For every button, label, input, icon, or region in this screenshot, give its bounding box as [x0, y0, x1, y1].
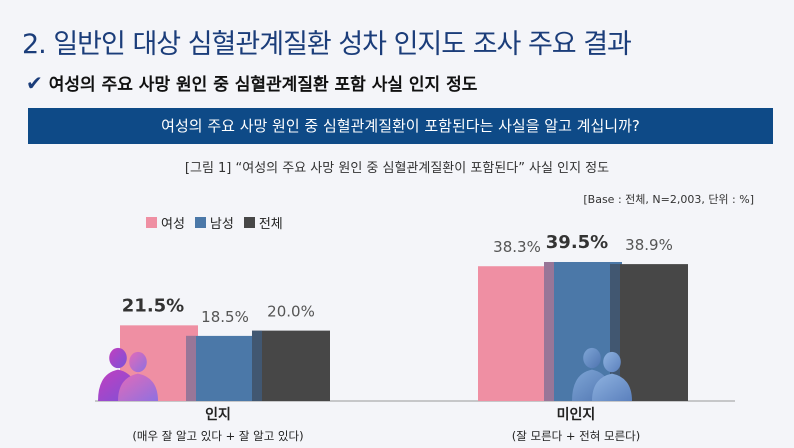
bar-1-2 [610, 264, 688, 401]
category-note-0: (매우 잘 알고 있다 + 잘 알고 있다) [132, 429, 303, 443]
bar-shadow-0-2 [252, 330, 262, 401]
bar-1-0 [478, 266, 556, 401]
legend-swatch-total [243, 217, 255, 228]
data-label-1-0: 38.3% [493, 238, 541, 256]
legend-item-female: 여성 [146, 213, 185, 232]
category-label-1: 미인지 [557, 406, 596, 423]
data-label-1-2: 38.9% [625, 236, 673, 254]
bar-0-2 [252, 330, 330, 401]
legend-swatch-male [194, 217, 206, 228]
data-label-0-2: 20.0% [267, 303, 315, 321]
question-banner: 여성의 주요 사망 원인 중 심혈관계질환이 포함된다는 사실을 알고 계십니까… [28, 108, 773, 144]
bar-shadow-0-1 [186, 335, 196, 401]
section-subtitle: ✔ 여성의 주요 사망 원인 중 심혈관계질환 포함 사실 인지 정도 [26, 70, 477, 95]
legend-item-total: 전체 [243, 213, 283, 232]
data-label-1-1: 39.5% [546, 232, 608, 253]
legend-item-male: 남성 [194, 213, 234, 232]
chart-title: [그림 1] “여성의 주요 사망 원인 중 심혈관계질환이 포함된다” 사실 … [184, 161, 610, 176]
legend-label-total: 전체 [258, 217, 283, 232]
data-label-0-0: 21.5% [122, 295, 184, 316]
bar-shadow-1-1 [544, 262, 554, 401]
base-note: [Base : 전체, N=2,003, 단위 : %] [583, 193, 754, 206]
subtitle-text: 여성의 주요 사망 원인 중 심혈관계질환 포함 사실 인지 정도 [48, 75, 478, 95]
bar-shadow-1-2 [610, 264, 620, 401]
person-icon-right-front [592, 351, 632, 401]
person-icon-left-front [118, 351, 158, 401]
legend-swatch-female [146, 217, 157, 228]
data-label-0-1: 18.5% [201, 308, 249, 326]
bar-0-1 [186, 335, 264, 401]
legend-label-male: 남성 [209, 217, 234, 232]
chart-legend: 여성 남성 전체 [146, 213, 283, 232]
category-note-1: (잘 모른다 + 전혀 모른다) [512, 429, 640, 443]
page-title: 2. 일반인 대상 심혈관계질환 성차 인지도 조사 주요 결과 [22, 29, 632, 60]
check-icon: ✔ [26, 71, 43, 95]
legend-label-female: 여성 [161, 217, 185, 232]
category-label-0: 인지 [205, 406, 231, 423]
